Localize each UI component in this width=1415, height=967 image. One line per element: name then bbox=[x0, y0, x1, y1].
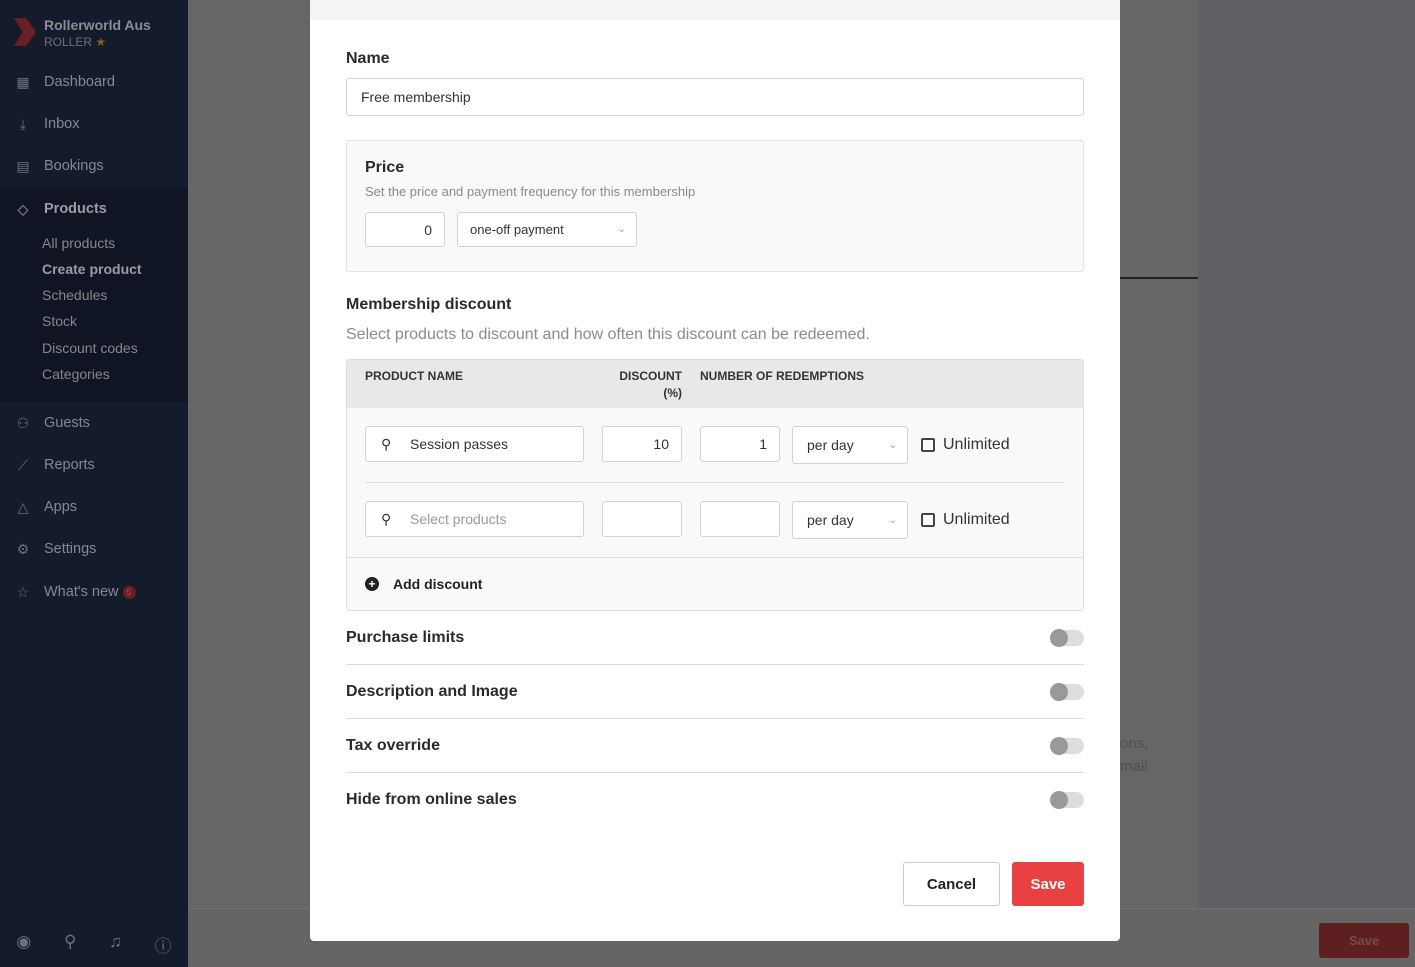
name-input[interactable]: Free membership bbox=[346, 78, 1084, 116]
frequency-select[interactable]: one-off payment ⌄ bbox=[457, 212, 637, 247]
discount-table: PRODUCT NAME DISCOUNT (%) NUMBER OF REDEM… bbox=[346, 359, 1084, 611]
price-title: Price bbox=[365, 159, 405, 176]
tag-icon: ◇ bbox=[17, 200, 29, 217]
discount-description: Select products to discount and how ofte… bbox=[346, 326, 870, 343]
price-description: Set the price and payment frequency for … bbox=[365, 184, 696, 199]
sidebar-item-apps[interactable]: △ Apps bbox=[0, 486, 188, 528]
price-section: Price Set the price and payment frequenc… bbox=[346, 140, 1084, 272]
sidebar-item-dashboard[interactable]: ▦ Dashboard bbox=[16, 73, 115, 91]
apps-icon: △ bbox=[17, 498, 29, 515]
discount-title: Membership discount bbox=[346, 296, 512, 313]
search-icon: ⚲ bbox=[381, 510, 392, 527]
sidebar-item-products[interactable]: ◇ Products bbox=[0, 188, 188, 230]
inbox-icon: ⤓ bbox=[19, 115, 27, 132]
header-product-name: PRODUCT NAME bbox=[365, 369, 463, 383]
price-input[interactable]: 0 bbox=[365, 212, 445, 247]
calendar-icon: ▤ bbox=[16, 157, 30, 174]
checkbox-icon bbox=[921, 438, 935, 452]
checkbox-icon bbox=[921, 513, 935, 527]
sidebar-item-guests[interactable]: ⚇ Guests bbox=[16, 414, 90, 432]
bell-icon[interactable]: ♫ bbox=[109, 932, 122, 951]
redemptions-input[interactable]: 1 bbox=[700, 426, 780, 462]
sidebar-sub-create-product[interactable]: Create product bbox=[42, 261, 142, 277]
venue-name: Rollerworld Aus bbox=[44, 17, 151, 33]
account-icon[interactable]: ◉ bbox=[16, 932, 32, 951]
search-icon: ⚲ bbox=[381, 435, 392, 452]
product-search-input[interactable]: ⚲ Session passes bbox=[365, 426, 584, 462]
sidebar-sub-discount-codes[interactable]: Discount codes bbox=[42, 340, 138, 356]
row-divider bbox=[365, 482, 1065, 483]
sidebar-sub-all-products[interactable]: All products bbox=[42, 235, 116, 251]
create-membership-modal: Name Free membership Price Set the price… bbox=[310, 0, 1120, 941]
chevron-down-icon: ⌄ bbox=[617, 224, 626, 235]
cancel-button[interactable]: Cancel bbox=[903, 862, 1000, 906]
purchase-limits-row: Purchase limits bbox=[346, 611, 1084, 665]
unlimited-checkbox[interactable]: Unlimited bbox=[921, 511, 1010, 529]
sidebar-sub-schedules[interactable]: Schedules bbox=[42, 287, 108, 303]
dashboard-icon: ▦ bbox=[16, 73, 30, 90]
header-discount: DISCOUNT (%) bbox=[619, 369, 682, 400]
hide-online-toggle[interactable] bbox=[1050, 791, 1084, 809]
sidebar-item-settings[interactable]: ⚙ Settings bbox=[16, 540, 97, 558]
period-select[interactable]: per day ⌄ bbox=[792, 501, 908, 539]
product-search-input[interactable]: ⚲ Select products bbox=[365, 501, 584, 537]
sidebar-item-whats-new[interactable]: ☆ What's new 5 bbox=[0, 571, 188, 613]
sidebar-item-inbox[interactable]: ⤓ Inbox bbox=[0, 103, 188, 145]
tax-override-toggle[interactable] bbox=[1050, 736, 1084, 755]
discount-input[interactable]: 10 bbox=[602, 426, 682, 462]
sidebar-item-bookings[interactable]: ▤ Bookings bbox=[16, 157, 104, 175]
hide-online-row: Hide from online sales bbox=[346, 773, 1084, 827]
chevron-down-icon: ⌄ bbox=[888, 439, 897, 451]
header-redemptions: NUMBER OF REDEMPTIONS bbox=[700, 369, 865, 383]
discount-input[interactable] bbox=[602, 501, 682, 537]
add-discount-button[interactable]: + Add discount bbox=[365, 576, 482, 592]
description-image-toggle[interactable] bbox=[1050, 682, 1084, 701]
notification-badge: 5 bbox=[122, 585, 136, 599]
sidebar-sub-categories[interactable]: Categories bbox=[42, 366, 110, 382]
brand-sub: ROLLER bbox=[44, 35, 93, 49]
description-image-row: Description and Image bbox=[346, 665, 1084, 719]
guests-icon: ⚇ bbox=[16, 414, 30, 431]
gear-icon: ⚙ bbox=[16, 540, 30, 557]
plus-circle-icon: + bbox=[365, 577, 379, 591]
star-icon: ☆ bbox=[16, 583, 30, 600]
background-save-button: Save bbox=[1319, 923, 1409, 958]
chevron-down-icon: ⌄ bbox=[888, 514, 897, 526]
star-icon: ★ bbox=[95, 35, 107, 49]
tax-override-row: Tax override bbox=[346, 719, 1084, 773]
unlimited-checkbox[interactable]: Unlimited bbox=[921, 436, 1010, 454]
name-label: Name bbox=[346, 50, 390, 67]
sidebar-sub-stock[interactable]: Stock bbox=[42, 313, 78, 329]
purchase-limits-toggle[interactable] bbox=[1050, 628, 1084, 647]
roller-logo bbox=[14, 18, 36, 46]
sidebar: Rollerworld Aus ROLLER ★ ▦ Dashboard ⤓ Inb… bbox=[0, 0, 188, 967]
chart-line-icon: ⟋ bbox=[18, 456, 28, 473]
search-icon[interactable]: ⚲ bbox=[63, 932, 77, 951]
redemptions-input[interactable] bbox=[700, 501, 780, 537]
period-select[interactable]: per day ⌄ bbox=[792, 426, 908, 464]
sidebar-item-reports[interactable]: ⟋ Reports bbox=[0, 444, 188, 486]
help-icon[interactable]: ⓘ bbox=[154, 937, 172, 956]
save-button[interactable]: Save bbox=[1012, 862, 1084, 906]
